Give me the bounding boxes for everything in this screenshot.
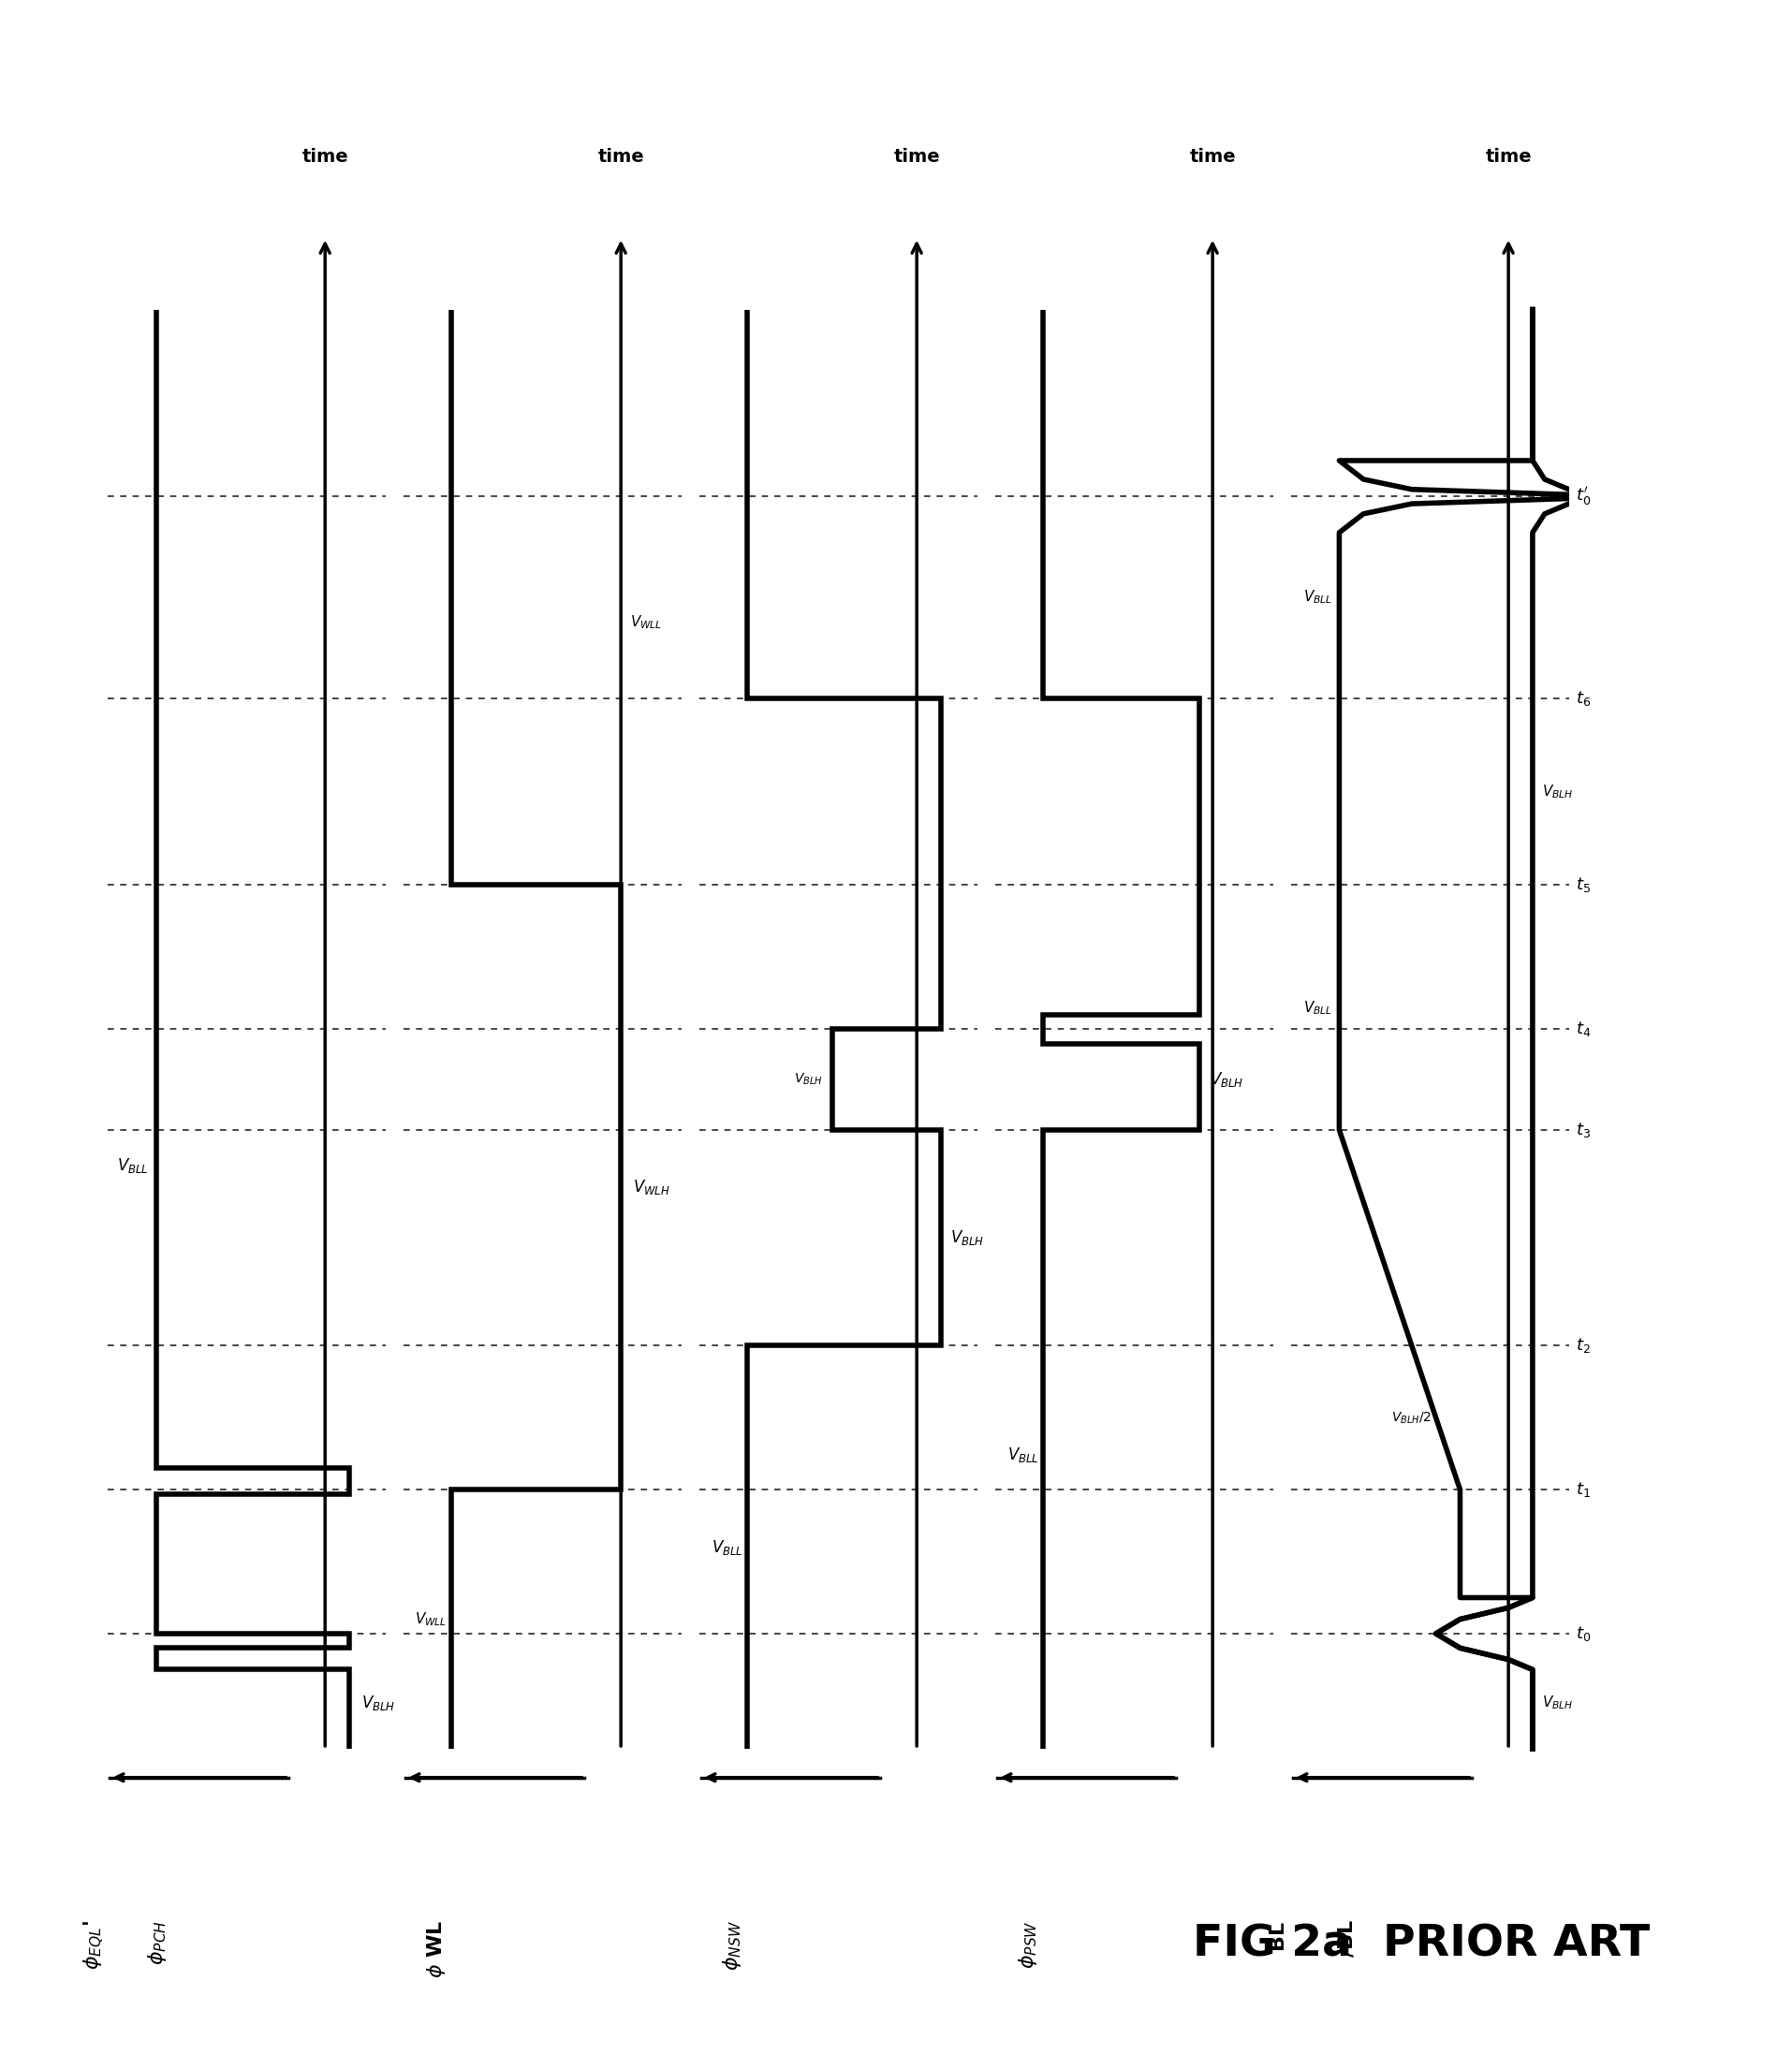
Text: BL: BL	[1267, 1920, 1285, 1949]
Text: $V_{WLL}$: $V_{WLL}$	[414, 1610, 446, 1628]
Text: $\phi_{PSW}$: $\phi_{PSW}$	[1016, 1920, 1039, 1968]
Text: $V_{BLL}$: $V_{BLL}$	[116, 1157, 149, 1175]
Text: $V_{BLL}$: $V_{BLL}$	[1303, 588, 1331, 606]
Text: $V_{BLH}$: $V_{BLH}$	[950, 1229, 984, 1248]
Text: $V_{BLH}$: $V_{BLH}$	[794, 1072, 823, 1086]
Text: $V_{BLH}$: $V_{BLH}$	[1541, 1695, 1573, 1711]
Text: $\phi_{EQL}$': $\phi_{EQL}$'	[82, 1920, 106, 1970]
Text: $V_{WLL}$: $V_{WLL}$	[631, 612, 663, 631]
Text: $t_2$: $t_2$	[1575, 1337, 1590, 1355]
Text: $t_5$: $t_5$	[1575, 875, 1590, 894]
Text: time: time	[597, 147, 643, 166]
Text: $\phi_{NSW}$: $\phi_{NSW}$	[720, 1920, 744, 1970]
Text: time: time	[892, 147, 939, 166]
Text: /BL: /BL	[1337, 1920, 1355, 1957]
Text: FIG 2a  PRIOR ART: FIG 2a PRIOR ART	[1192, 1924, 1649, 1966]
Text: $t_3$: $t_3$	[1575, 1121, 1590, 1140]
Text: $V_{BLL}$: $V_{BLL}$	[1007, 1446, 1038, 1465]
Text: time: time	[301, 147, 348, 166]
Text: $V_{BLH}$: $V_{BLH}$	[1210, 1070, 1242, 1088]
Text: $t_1$: $t_1$	[1575, 1479, 1590, 1500]
Text: $V_{BLL}$: $V_{BLL}$	[711, 1537, 742, 1556]
Text: $t_0$: $t_0$	[1575, 1624, 1591, 1643]
Text: $\phi$ WL: $\phi$ WL	[425, 1920, 448, 1978]
Text: $t_4$: $t_4$	[1575, 1020, 1591, 1039]
Text: time: time	[1484, 147, 1530, 166]
Text: $t_6$: $t_6$	[1575, 689, 1591, 708]
Text: $\phi_{PCH}$: $\phi_{PCH}$	[147, 1920, 168, 1966]
Text: time: time	[1188, 147, 1235, 166]
Text: $t_0'$: $t_0'$	[1575, 486, 1591, 507]
Text: $V_{BLL}$: $V_{BLL}$	[1303, 999, 1331, 1016]
Text: $V_{BLH}$: $V_{BLH}$	[362, 1692, 394, 1711]
Text: $V_{WLH}$: $V_{WLH}$	[633, 1177, 670, 1196]
Text: $V_{BLH}$: $V_{BLH}$	[1541, 782, 1573, 801]
Text: $V_{BLH}/2$: $V_{BLH}/2$	[1391, 1411, 1430, 1426]
